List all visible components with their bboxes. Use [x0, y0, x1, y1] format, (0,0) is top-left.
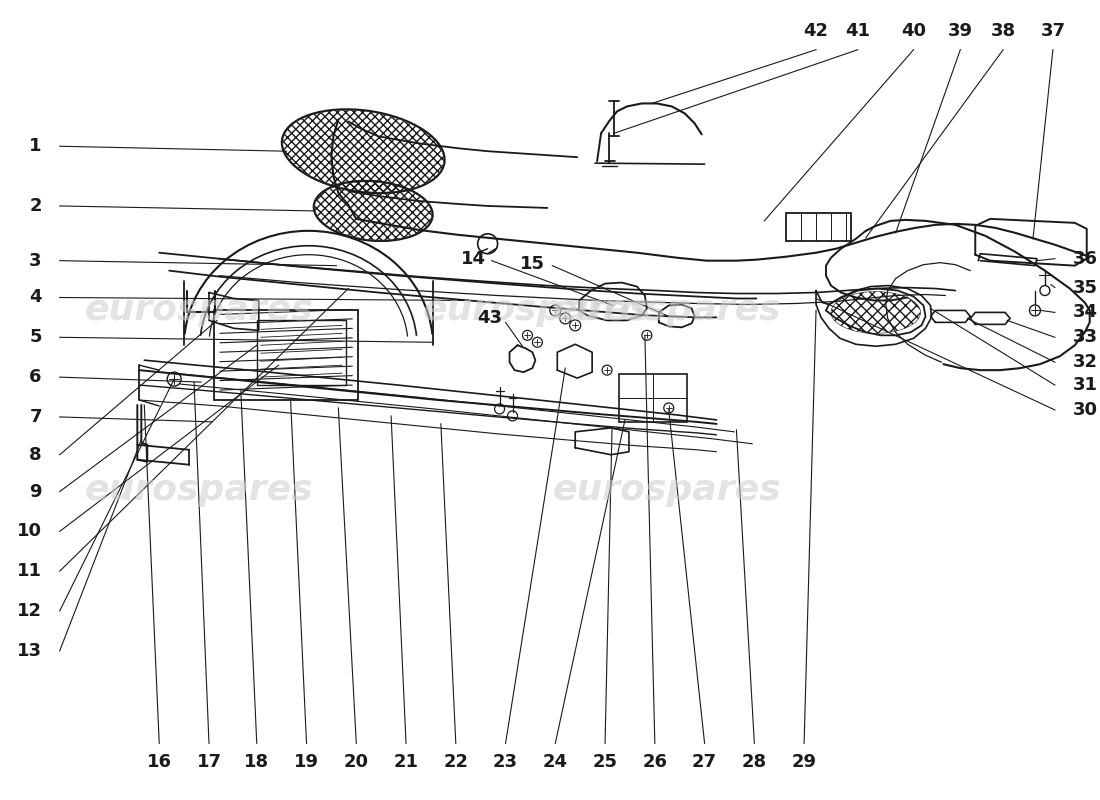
Text: 6: 6: [30, 368, 42, 386]
Text: 42: 42: [803, 22, 828, 40]
Bar: [214, 310, 359, 400]
Text: 2: 2: [30, 197, 42, 215]
Bar: [256, 320, 346, 385]
Text: 20: 20: [344, 754, 369, 771]
Text: 37: 37: [1041, 22, 1066, 40]
Text: 27: 27: [692, 754, 717, 771]
Text: 21: 21: [394, 754, 418, 771]
Text: 25: 25: [593, 754, 617, 771]
Text: 40: 40: [901, 22, 926, 40]
Text: 38: 38: [991, 22, 1015, 40]
Text: 28: 28: [741, 754, 767, 771]
Text: 26: 26: [642, 754, 668, 771]
Text: eurospares: eurospares: [424, 294, 651, 327]
Text: 39: 39: [948, 22, 972, 40]
Text: 11: 11: [16, 562, 42, 580]
Text: 14: 14: [461, 250, 485, 268]
Text: 19: 19: [294, 754, 319, 771]
Text: 41: 41: [845, 22, 870, 40]
Bar: [786, 213, 851, 241]
Text: eurospares: eurospares: [85, 473, 313, 506]
Text: 31: 31: [1072, 376, 1098, 394]
Text: 43: 43: [477, 310, 503, 327]
Text: 16: 16: [146, 754, 172, 771]
Text: 35: 35: [1072, 278, 1098, 297]
Text: 3: 3: [30, 252, 42, 270]
Text: 29: 29: [792, 754, 816, 771]
Text: 18: 18: [244, 754, 270, 771]
Text: 7: 7: [30, 408, 42, 426]
Text: 4: 4: [30, 289, 42, 306]
Text: eurospares: eurospares: [552, 473, 781, 506]
Text: eurospares: eurospares: [85, 294, 313, 327]
Text: 15: 15: [520, 254, 546, 273]
Text: 24: 24: [542, 754, 568, 771]
Text: 32: 32: [1072, 353, 1098, 371]
Text: 30: 30: [1072, 401, 1098, 419]
Text: 34: 34: [1072, 303, 1098, 322]
Bar: [619, 374, 686, 422]
Text: 5: 5: [30, 328, 42, 346]
Text: eurospares: eurospares: [552, 294, 781, 327]
Text: 33: 33: [1072, 328, 1098, 346]
Text: 23: 23: [493, 754, 518, 771]
Text: 9: 9: [30, 482, 42, 501]
Text: 8: 8: [30, 446, 42, 464]
Text: 22: 22: [443, 754, 469, 771]
Text: 1: 1: [30, 138, 42, 155]
Text: 13: 13: [16, 642, 42, 660]
Text: 10: 10: [16, 522, 42, 540]
Text: 36: 36: [1072, 250, 1098, 268]
Text: 17: 17: [197, 754, 221, 771]
Text: 12: 12: [16, 602, 42, 620]
